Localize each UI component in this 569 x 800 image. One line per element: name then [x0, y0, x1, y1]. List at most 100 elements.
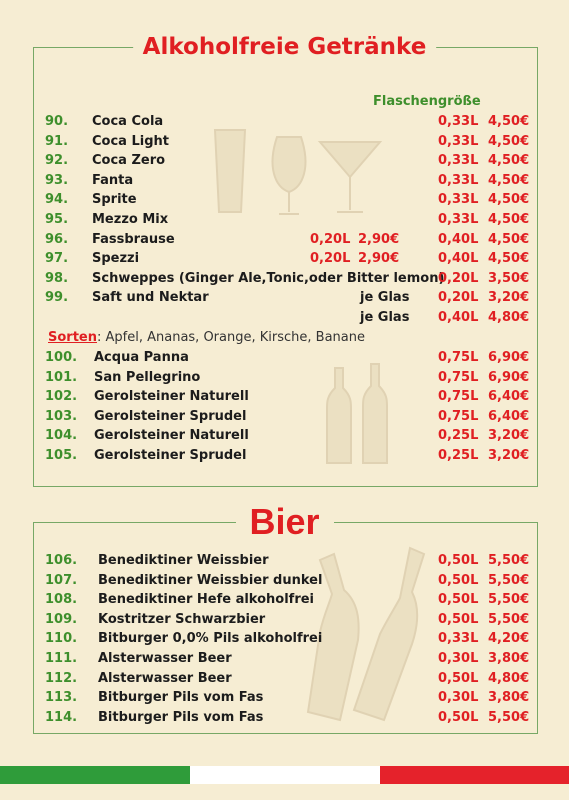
- item-price: 4,80€: [488, 670, 530, 686]
- flag-stripe-red: [380, 766, 569, 784]
- item-number: 101.: [45, 369, 78, 385]
- item-volume: 0,33L: [438, 172, 479, 188]
- item-volume: 0,75L: [438, 408, 479, 424]
- section-title-non-alcoholic: Alkoholfreie Getränke: [132, 33, 437, 61]
- menu-item: 95. Mezzo Mix 0,33L 4,50€: [0, 210, 569, 230]
- item-number: 91.: [45, 133, 69, 149]
- item-volume: 0,33L: [438, 153, 479, 169]
- item-number: 111.: [45, 651, 78, 666]
- menu-item: 99. Saft und Nektar je Glas 0,20L 3,20€: [0, 288, 569, 308]
- item-volume: 0,50L: [438, 592, 479, 608]
- item-name: Fassbrause: [92, 231, 175, 247]
- item-number: 114.: [45, 709, 78, 725]
- item-price: 5,50€: [488, 572, 530, 588]
- item-number: 103.: [45, 408, 78, 424]
- menu-item: 112. Alsterwasser Beer 0,50L 4,80€: [0, 669, 569, 689]
- item-number: 113.: [45, 690, 78, 706]
- item-name: Sprite: [92, 192, 137, 208]
- item-price: 4,80€: [488, 310, 530, 325]
- item-volume: 0,40L: [438, 231, 479, 247]
- item-name: Saft und Nektar: [92, 290, 209, 306]
- item-name: Mezzo Mix: [92, 212, 169, 227]
- section-title-beer: Bier: [235, 500, 334, 544]
- item-price: 3,80€: [488, 651, 530, 666]
- item-volume: 0,75L: [438, 369, 479, 385]
- column-header-bottle-size: Flaschengröße: [373, 94, 481, 109]
- item-number: 93.: [45, 172, 69, 188]
- item-name: Gerolsteiner Sprudel: [94, 408, 247, 424]
- menu-item: 114. Bitburger Pils vom Fas 0,50L 5,50€: [0, 708, 569, 728]
- item-number: 90.: [45, 114, 69, 129]
- item-number: 94.: [45, 192, 69, 208]
- item-number: 97.: [45, 251, 69, 267]
- item-volume: 0,20L: [438, 290, 479, 306]
- item-volume: 0,33L: [438, 631, 479, 647]
- item-price: 4,50€: [488, 153, 530, 169]
- item-number: 108.: [45, 592, 78, 608]
- item-volume: 0,33L: [438, 212, 479, 227]
- menu-item: 109. Kostritzer Schwarzbier 0,50L 5,50€: [0, 610, 569, 630]
- menu-item: 93. Fanta 0,33L 4,50€: [0, 171, 569, 191]
- item-price: 3,50€: [488, 270, 530, 286]
- item-name: Coca Zero: [92, 153, 166, 169]
- item-name: Coca Light: [92, 133, 169, 149]
- item-volume: 0,33L: [438, 114, 479, 129]
- item-number: 106.: [45, 553, 78, 568]
- item-name: Bitburger Pils vom Fas: [98, 690, 264, 706]
- item-price-small: 2,90€: [358, 231, 400, 247]
- menu-item: 102. Gerolsteiner Naturell 0,75L 6,40€: [0, 387, 569, 407]
- item-price: 3,20€: [488, 448, 530, 463]
- item-volume: 0,50L: [438, 709, 479, 725]
- menu-item: 108. Benediktiner Hefe alkoholfrei 0,50L 5,…: [0, 590, 569, 610]
- item-price: 6,90€: [488, 350, 530, 365]
- sorts-text: : Apfel, Ananas, Orange, Kirsche, Banane: [97, 330, 365, 345]
- item-price: 4,50€: [488, 192, 530, 208]
- menu-item: je Glas 0,40L 4,80€: [0, 308, 569, 328]
- menu-item: 107. Benediktiner Weissbier dunkel 0,50L 5,…: [0, 571, 569, 591]
- item-name: Gerolsteiner Naturell: [94, 389, 249, 405]
- item-volume: 0,25L: [438, 428, 479, 444]
- item-number: 102.: [45, 389, 78, 405]
- item-price: 5,50€: [488, 592, 530, 608]
- item-volume: 0,50L: [438, 670, 479, 686]
- menu-item: 100. Acqua Panna 0,75L 6,90€: [0, 348, 569, 368]
- menu-item: 111. Alsterwasser Beer 0,30L 3,80€: [0, 649, 569, 669]
- item-name: Alsterwasser Beer: [98, 670, 232, 686]
- item-price: 4,50€: [488, 231, 530, 247]
- item-number: 110.: [45, 631, 78, 647]
- item-volume-small: 0,20L: [310, 231, 351, 247]
- item-number: 96.: [45, 231, 69, 247]
- item-name: Kostritzer Schwarzbier: [98, 611, 266, 627]
- menu-item: 103. Gerolsteiner Sprudel 0,75L 6,40€: [0, 407, 569, 427]
- item-volume: 0,33L: [438, 133, 479, 149]
- item-price: 5,50€: [488, 709, 530, 725]
- menu-item: 94. Sprite 0,33L 4,50€: [0, 190, 569, 210]
- drink-glasses-icon: [213, 129, 383, 215]
- menu-item: 106. Benediktiner Weissbier 0,50L 5,50€: [0, 551, 569, 571]
- item-volume: 0,30L: [438, 651, 479, 666]
- item-number: 95.: [45, 212, 69, 227]
- item-volume: 0,40L: [438, 310, 479, 325]
- item-number: 92.: [45, 153, 69, 169]
- item-price: 3,20€: [488, 428, 530, 444]
- flag-stripe-green: [0, 766, 190, 784]
- item-price: 3,20€: [488, 290, 530, 306]
- item-name: Acqua Panna: [94, 350, 189, 365]
- item-name: Spezzi: [92, 251, 140, 267]
- item-number: 98.: [45, 270, 69, 286]
- item-name: Gerolsteiner Naturell: [94, 428, 249, 444]
- item-price: 5,50€: [488, 611, 530, 627]
- menu-item: 104. Gerolsteiner Naturell 0,25L 3,20€: [0, 426, 569, 446]
- item-volume-small: 0,20L: [310, 251, 351, 267]
- item-price: 3,80€: [488, 690, 530, 706]
- menu-item: 90. Coca Cola 0,33L 4,50€: [0, 112, 569, 132]
- menu-item: 98. Schweppes (Ginger Ale,Tonic,oder Bitt…: [0, 269, 569, 289]
- item-name: Fanta: [92, 172, 134, 188]
- item-name: Benediktiner Hefe alkoholfrei: [98, 592, 315, 608]
- item-number: 109.: [45, 611, 78, 627]
- menu-item: 105. Gerolsteiner Sprudel 0,25L 3,20€: [0, 446, 569, 466]
- item-name: Bitburger 0,0% Pils alkoholfrei: [98, 631, 323, 647]
- item-price: 4,50€: [488, 114, 530, 129]
- sorts-label: Sorten: [48, 330, 97, 345]
- item-volume: 0,50L: [438, 572, 479, 588]
